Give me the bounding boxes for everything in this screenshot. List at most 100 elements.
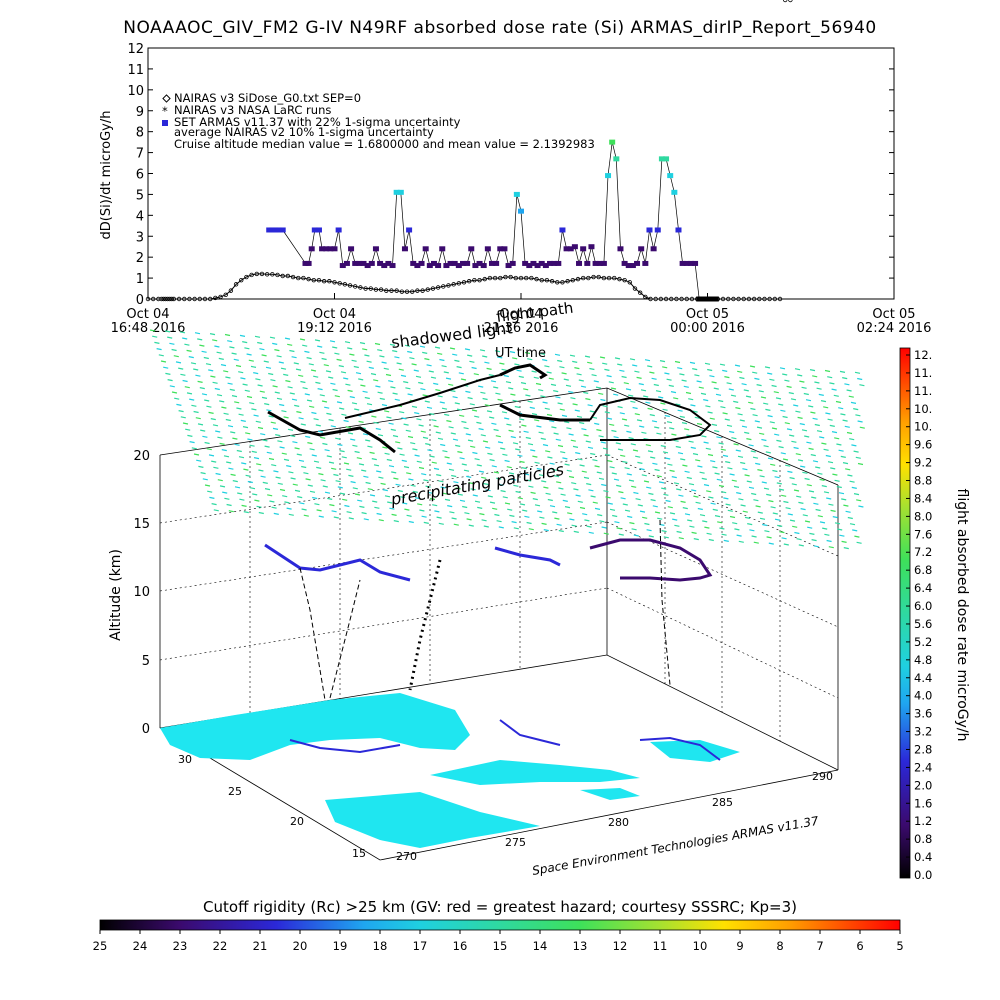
particle-mark: [343, 419, 349, 423]
armas-point: [638, 246, 645, 252]
particle-mark: [783, 500, 789, 504]
particle-mark: [823, 448, 829, 451]
particle-mark: [364, 354, 370, 357]
particle-mark: [480, 391, 486, 394]
y-tick-label: 6: [136, 168, 144, 183]
particle-mark: [230, 431, 236, 434]
particle-mark: [368, 366, 374, 369]
armas-point: [625, 263, 632, 269]
particle-mark: [620, 454, 626, 457]
particle-mark: [592, 459, 598, 462]
particle-mark: [381, 404, 388, 407]
particle-mark: [312, 496, 318, 500]
particle-mark: [327, 497, 333, 500]
particle-mark: [629, 522, 635, 525]
particle-mark: [489, 459, 495, 462]
particle-mark: [337, 443, 343, 446]
particle-mark: [658, 396, 664, 399]
nairas-point: [653, 296, 658, 302]
particle-mark: [836, 485, 842, 489]
particle-mark: [234, 443, 240, 446]
particle-mark: [373, 464, 380, 467]
particle-mark: [752, 414, 758, 417]
armas-point: [513, 191, 520, 197]
nairas-point: [430, 286, 436, 291]
particle-mark: [382, 489, 388, 492]
particle-mark: [382, 446, 388, 449]
particle-mark: [455, 444, 461, 447]
particle-mark: [289, 392, 295, 395]
particle-mark: [626, 430, 632, 433]
particle-mark: [819, 521, 826, 524]
particle-mark: [652, 462, 658, 465]
particle-mark: [315, 424, 321, 427]
particle-mark: [557, 359, 563, 363]
particle-mark: [233, 358, 239, 361]
armas-point: [488, 260, 495, 266]
particle-mark: [487, 495, 493, 498]
particle-mark: [242, 426, 249, 429]
nairas-point: [176, 296, 182, 302]
armas-point: [319, 246, 326, 252]
particle-mark: [436, 474, 442, 477]
particle-mark: [826, 539, 832, 543]
colorbar-tick-label: 8: [776, 939, 783, 953]
particle-mark: [466, 518, 472, 521]
particle-mark: [459, 499, 466, 502]
particle-mark: [214, 345, 220, 348]
particle-mark: [306, 399, 313, 402]
particle-mark: [693, 495, 699, 498]
particle-mark: [164, 330, 171, 333]
particle-mark: [622, 503, 628, 506]
particle-mark: [566, 427, 572, 430]
particle-mark: [747, 523, 753, 526]
particle-mark: [436, 516, 442, 519]
particle-mark: [855, 456, 861, 459]
particle-mark: [820, 400, 827, 403]
particle-mark: [543, 486, 549, 489]
particle-mark: [768, 500, 774, 503]
particle-mark: [589, 367, 595, 371]
particle-mark: [375, 385, 381, 388]
particle-mark: [527, 358, 533, 361]
particle-mark: [694, 416, 700, 419]
particle-mark: [504, 417, 510, 420]
particle-mark: [688, 483, 695, 486]
particle-mark: [771, 427, 778, 430]
particle-mark: [402, 502, 408, 505]
nairas-point: [327, 279, 332, 284]
particle-mark: [704, 362, 711, 365]
nairas-point: [187, 296, 192, 302]
armas-point: [596, 260, 603, 266]
particle-mark: [278, 361, 284, 364]
particle-mark: [846, 431, 853, 435]
nairas-point: [223, 292, 228, 298]
particle-mark: [205, 363, 212, 366]
particle-mark: [628, 479, 635, 482]
particle-mark: [377, 391, 383, 394]
particle-mark: [280, 367, 287, 370]
particle-mark: [564, 421, 570, 424]
particle-mark: [682, 464, 688, 467]
particle-mark: [426, 364, 432, 367]
particle-mark: [558, 487, 564, 490]
particle-mark: [224, 497, 230, 500]
particle-mark: [602, 405, 608, 408]
particle-mark: [751, 535, 757, 538]
particle-mark: [692, 368, 698, 371]
3d-floor-front-edge: [159, 727, 839, 861]
particle-mark: [247, 438, 253, 441]
particle-mark: [740, 504, 746, 507]
nairas-point: [565, 279, 570, 284]
particle-mark: [313, 375, 319, 378]
armas-point: [600, 260, 607, 266]
particle-mark: [471, 366, 477, 370]
particle-mark: [431, 419, 437, 422]
particle-mark: [569, 518, 575, 521]
particle-mark: [468, 482, 474, 485]
particle-mark: [548, 377, 554, 380]
particle-mark: [178, 410, 184, 413]
particle-mark: [677, 367, 683, 370]
particle-mark: [319, 394, 325, 397]
